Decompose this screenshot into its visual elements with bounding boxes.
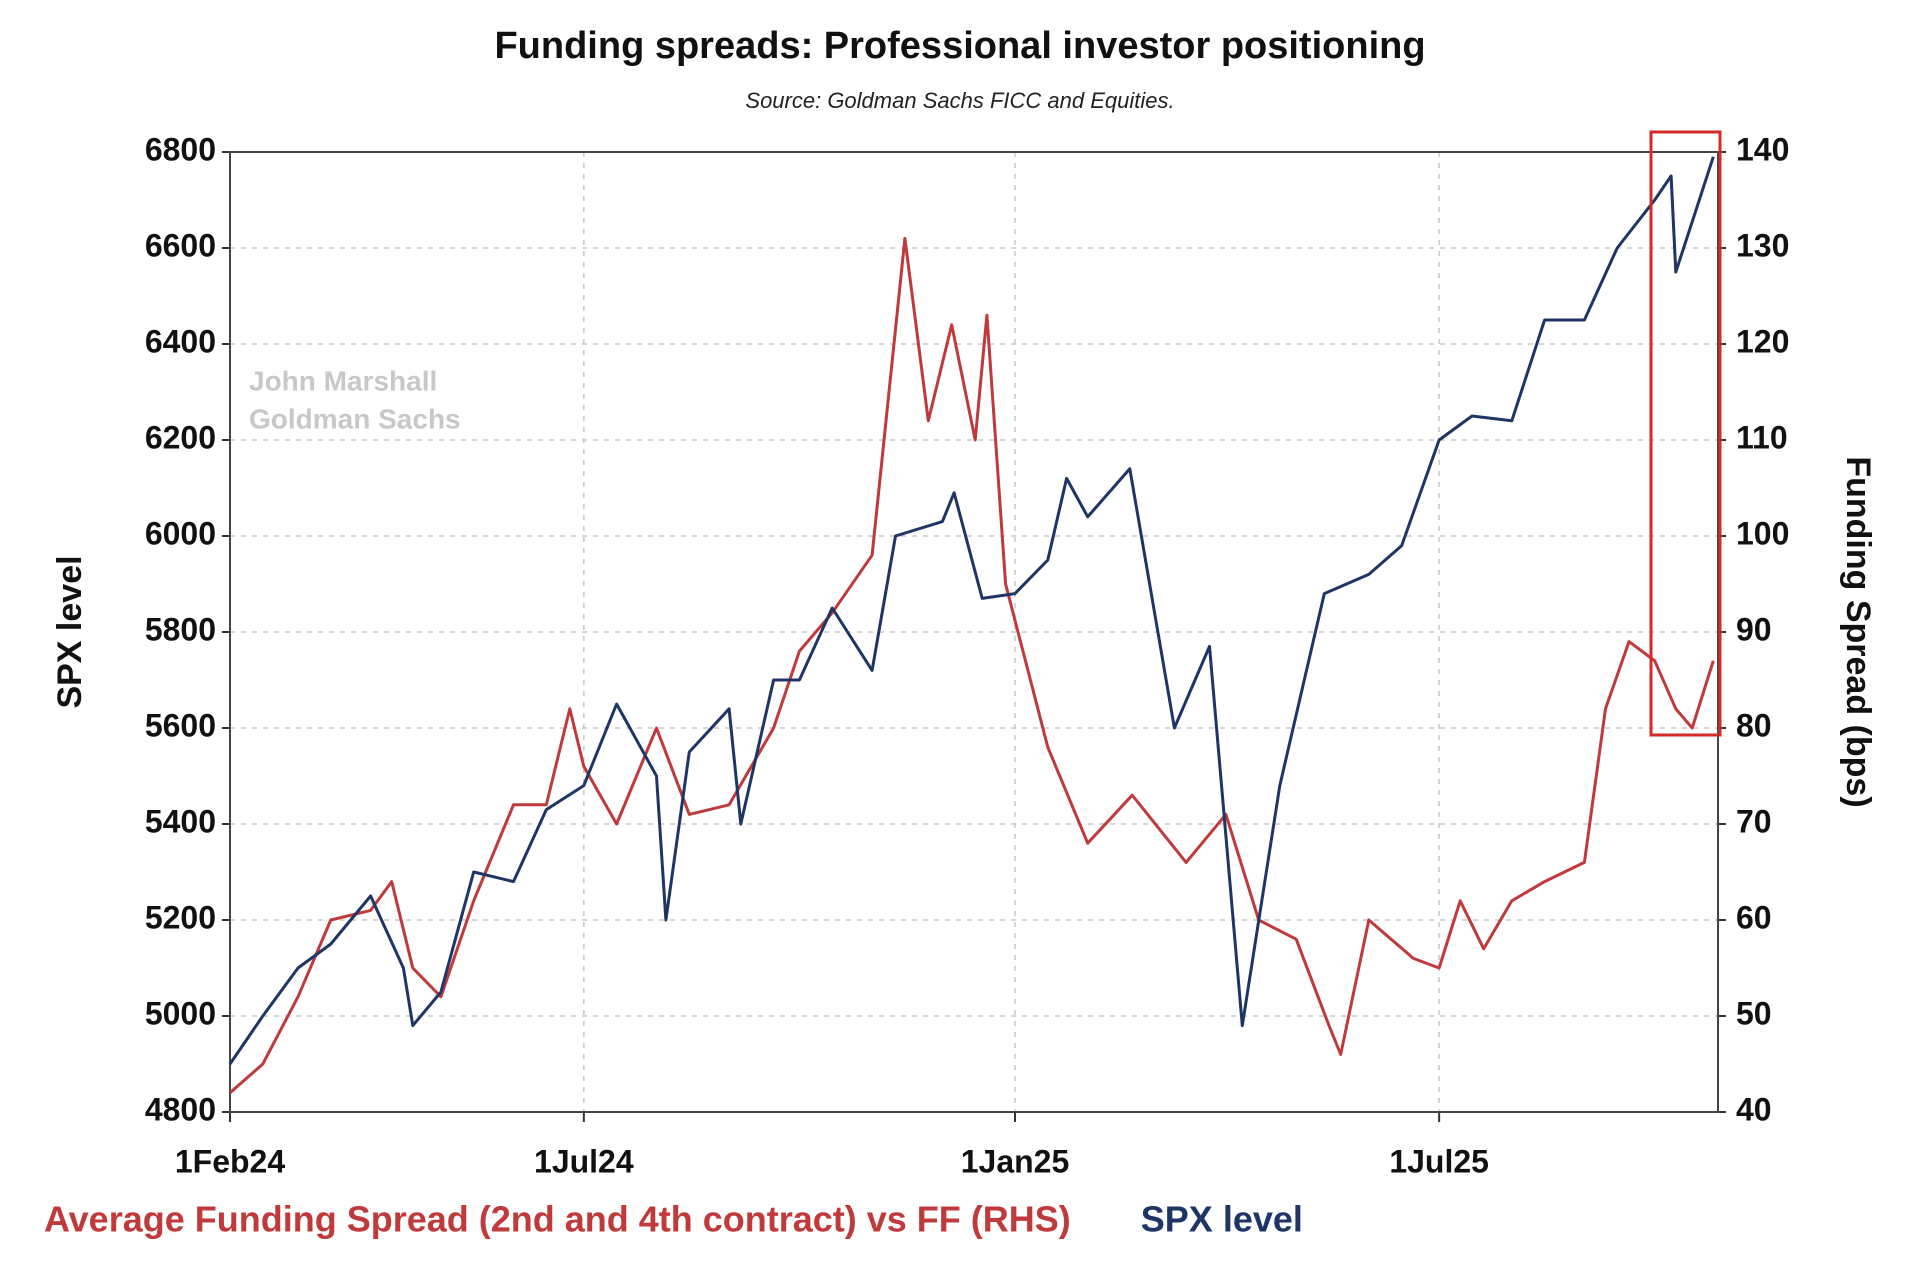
- y-tick-label: 5800: [145, 611, 216, 647]
- y2-axis-label: Funding Spread (bps): [1839, 456, 1877, 807]
- legend-entry: Average Funding Spread (2nd and 4th cont…: [44, 1199, 1071, 1240]
- y2-tick-label: 40: [1736, 1091, 1772, 1127]
- watermark: John Marshall: [249, 365, 437, 396]
- y2-tick-label: 110: [1736, 419, 1788, 455]
- y-tick-label: 6400: [145, 323, 216, 359]
- y-tick-label: 6000: [145, 515, 216, 551]
- plot-frame: [229, 151, 1719, 1113]
- y-tick-label: 6800: [145, 131, 216, 167]
- y2-tick-label: 100: [1736, 515, 1789, 551]
- highlight-box: [1649, 130, 1722, 737]
- series-line: [229, 236, 1715, 1094]
- y-tick-label: 6200: [145, 419, 216, 455]
- y2-tick-label: 70: [1736, 803, 1772, 839]
- y2-tick-label: 140: [1736, 131, 1789, 167]
- series-line: [228, 156, 1715, 1065]
- y-axis-label: SPX level: [51, 555, 89, 708]
- y2-tick-label: 120: [1736, 323, 1789, 359]
- x-tick-label: 1Jul24: [534, 1143, 634, 1179]
- x-tick-label: 1Jul25: [1389, 1143, 1489, 1179]
- y-tick-label: 5600: [145, 707, 216, 743]
- y2-tick-label: 80: [1736, 707, 1772, 743]
- legend-entry: SPX level: [1141, 1199, 1303, 1240]
- y-tick-label: 6600: [145, 227, 216, 263]
- watermark: Goldman Sachs: [249, 403, 461, 434]
- y-tick-label: 4800: [145, 1091, 216, 1127]
- y2-tick-label: 90: [1736, 611, 1772, 647]
- x-tick-label: 1Jan25: [961, 1143, 1070, 1179]
- plot-area: 4800 5000 5200 5400 5600 5800 6000 6200 6400 6600…: [145, 131, 1790, 1179]
- chart-title: Funding spreads: Professional investor p…: [494, 25, 1425, 67]
- y-tick-label: 5400: [145, 803, 216, 839]
- chart-subtitle: Source: Goldman Sachs FICC and Equities.: [745, 88, 1174, 113]
- y2-tick-label: 130: [1736, 227, 1789, 263]
- y2-tick-label: 50: [1736, 995, 1772, 1031]
- y2-tick-label: 60: [1736, 899, 1772, 935]
- y-tick-label: 5200: [145, 899, 216, 935]
- x-tick-label: 1Feb24: [175, 1143, 285, 1179]
- y-tick-label: 5000: [145, 995, 216, 1031]
